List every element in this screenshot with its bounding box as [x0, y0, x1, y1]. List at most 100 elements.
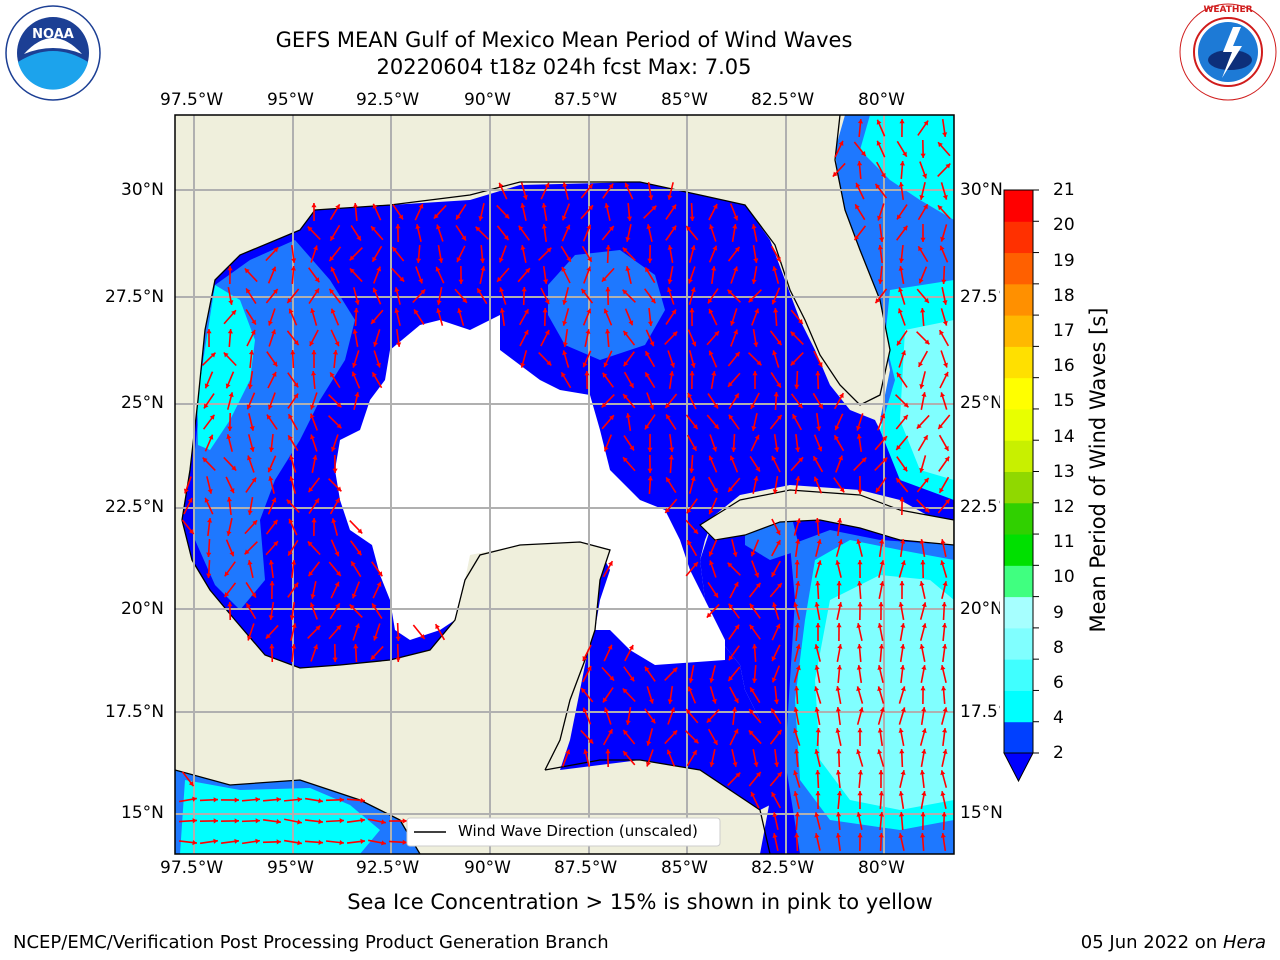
wind-arrow-head: [546, 360, 552, 366]
wind-arrow-head: [525, 268, 530, 274]
wind-arrow-head: [329, 256, 335, 262]
wind-arrow-head: [692, 445, 697, 451]
wind-arrow-head: [688, 278, 693, 284]
wind-arrow-head: [733, 215, 739, 221]
wind-arrow-head: [188, 781, 194, 787]
wind-arrow-head: [750, 403, 756, 409]
lon-label-top: 82.5°W: [751, 90, 815, 110]
colorbar-segment: [1004, 690, 1033, 723]
wind-arrow-head: [542, 308, 548, 313]
wind-arrow-head: [920, 308, 926, 313]
wind-arrow-head: [609, 675, 615, 681]
wind-arrow-head: [877, 686, 883, 692]
wind-arrow-head: [267, 467, 273, 473]
wind-arrow-head: [793, 602, 799, 608]
wind-arrow-head: [838, 455, 844, 461]
wind-arrow-head: [672, 331, 678, 337]
wind-arrow-head: [228, 300, 234, 305]
wind-arrow-head: [814, 644, 820, 650]
wind-arrow-head: [246, 288, 251, 294]
wind-arrow-head: [646, 740, 652, 746]
wind-arrow-head: [900, 644, 906, 649]
wind-wave-direction-arrows: [178, 118, 951, 852]
wind-arrow-head: [686, 226, 691, 232]
wind-arrow-head: [899, 665, 906, 670]
wind-arrow-head: [544, 299, 550, 305]
wind-arrow-head: [939, 330, 944, 336]
wind-arrow-head: [498, 257, 504, 263]
wind-arrow-head: [541, 224, 547, 229]
wind-arrow-head: [246, 404, 252, 410]
wind-arrow-head: [334, 581, 340, 587]
wind-arrow-head: [399, 276, 405, 282]
wind-arrow-head: [897, 308, 903, 314]
cuba-land: [699, 489, 954, 546]
wind-arrow-head: [712, 446, 717, 452]
wind-arrow-head: [902, 225, 908, 231]
wind-arrow-head: [544, 329, 550, 335]
wind-arrow-head: [942, 581, 948, 587]
wind-arrow-head: [372, 256, 377, 262]
wind-arrow-head: [942, 300, 948, 305]
wind-arrow-head: [748, 297, 754, 303]
wind-arrow-head: [693, 738, 699, 744]
wind-arrow-head: [269, 644, 275, 649]
wind-arrow-head: [734, 246, 740, 252]
wind-arrow-head: [339, 839, 344, 846]
wind-arrow-head: [942, 749, 948, 754]
wind-arrow-head: [310, 594, 316, 599]
wind-arrow-head: [940, 560, 946, 566]
wind-arrow-head: [349, 268, 355, 274]
wind-arrow-head: [499, 287, 505, 293]
wind-arrow-head: [433, 213, 439, 219]
chart-subtitle: 20220604 t18z 024h fcst Max: 7.05: [376, 55, 752, 79]
wind-arrow-head: [272, 361, 278, 367]
wind-arrow-head: [940, 236, 946, 242]
wind-arrow-head: [857, 833, 863, 838]
wind-arrow-head: [626, 216, 633, 221]
wind-arrow-head: [775, 623, 781, 629]
wind-arrow-head: [937, 205, 943, 211]
wind-arrow-head: [728, 381, 733, 387]
wind-arrow-head: [628, 320, 634, 326]
wind-arrow-head: [918, 246, 923, 252]
wind-arrow-head: [581, 288, 587, 294]
wind-arrow-head: [790, 331, 796, 337]
wind-arrow-head: [249, 446, 255, 452]
wind-arrow-head: [921, 602, 927, 608]
wind-arrow-head: [672, 730, 678, 736]
wind-arrow-head: [395, 224, 401, 229]
wind-arrow-head: [371, 318, 376, 324]
wind-arrow-head: [352, 362, 358, 368]
wind-arrow-head: [394, 308, 400, 314]
wind-arrow-head: [276, 839, 281, 845]
wind-arrow-head: [944, 445, 949, 451]
wind-arrow-head: [462, 297, 467, 303]
wind-arrow-head: [877, 279, 884, 284]
wind-arrow-head: [396, 342, 402, 347]
wind-arrow-head: [816, 539, 822, 545]
wind-arrow-head: [336, 423, 342, 429]
wind-arrow-head: [352, 329, 358, 334]
wind-arrow-head: [622, 688, 628, 694]
wind-arrow-head: [336, 625, 341, 631]
wind-arrow-head: [586, 665, 592, 671]
colorbar-segment: [1004, 221, 1033, 254]
wind-arrow-head: [938, 142, 943, 148]
wind-arrow-head: [419, 634, 425, 640]
wind-arrow-head: [714, 423, 719, 429]
wind-arrow-head: [291, 623, 297, 629]
wind-arrow-head: [919, 644, 925, 649]
wind-arrow-head: [729, 455, 735, 461]
wind-arrow-head: [436, 224, 441, 230]
wind-arrow-head: [920, 833, 926, 838]
wind-arrow-head: [562, 320, 568, 326]
wind-arrow-head: [251, 319, 256, 325]
wind-arrow-head: [857, 119, 864, 124]
wind-arrow-head: [521, 287, 527, 292]
wind-arrow-head: [647, 258, 653, 263]
wind-arrow-head: [813, 476, 819, 482]
wind-arrow-head: [731, 707, 738, 712]
colorbar-tick: 12: [1053, 497, 1075, 517]
